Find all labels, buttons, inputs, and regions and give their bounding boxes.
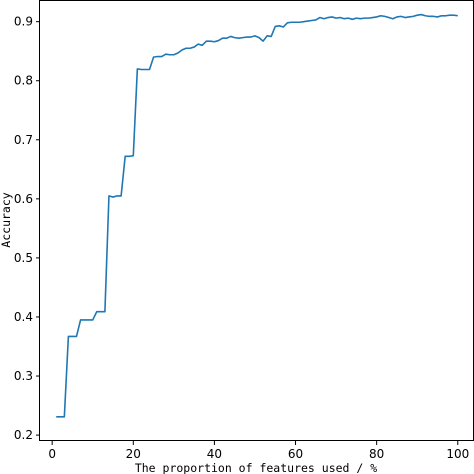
x-tick-label: 40 bbox=[207, 447, 222, 461]
y-tick-label: 0.3 bbox=[14, 369, 33, 383]
y-tick-label: 0.2 bbox=[14, 428, 33, 442]
y-tick-label: 0.8 bbox=[14, 74, 33, 88]
y-tick-label: 0.9 bbox=[14, 15, 33, 29]
x-tick-label: 0 bbox=[48, 447, 56, 461]
y-tick-label: 0.7 bbox=[14, 133, 33, 147]
series-layer bbox=[56, 13, 458, 418]
x-tick-label: 80 bbox=[369, 447, 384, 461]
plot-frame bbox=[39, 0, 474, 441]
ticks: 0 20 40 60 80 100 0.2 0.3 0.4 0.5 0.6 0.7 0.8 0.9 bbox=[14, 15, 469, 461]
y-tick-label: 0.5 bbox=[14, 251, 33, 265]
x-axis-label: The proportion of features used / % bbox=[135, 461, 377, 474]
x-tick-label: 100 bbox=[446, 447, 469, 461]
y-tick-label: 0.4 bbox=[14, 310, 33, 324]
x-tick-label: 60 bbox=[288, 447, 303, 461]
y-axis-label: Accuracy bbox=[0, 192, 13, 247]
y-tick-label: 0.6 bbox=[14, 192, 33, 206]
x-tick-label: 20 bbox=[126, 447, 141, 461]
accuracy-series-line bbox=[56, 13, 458, 418]
